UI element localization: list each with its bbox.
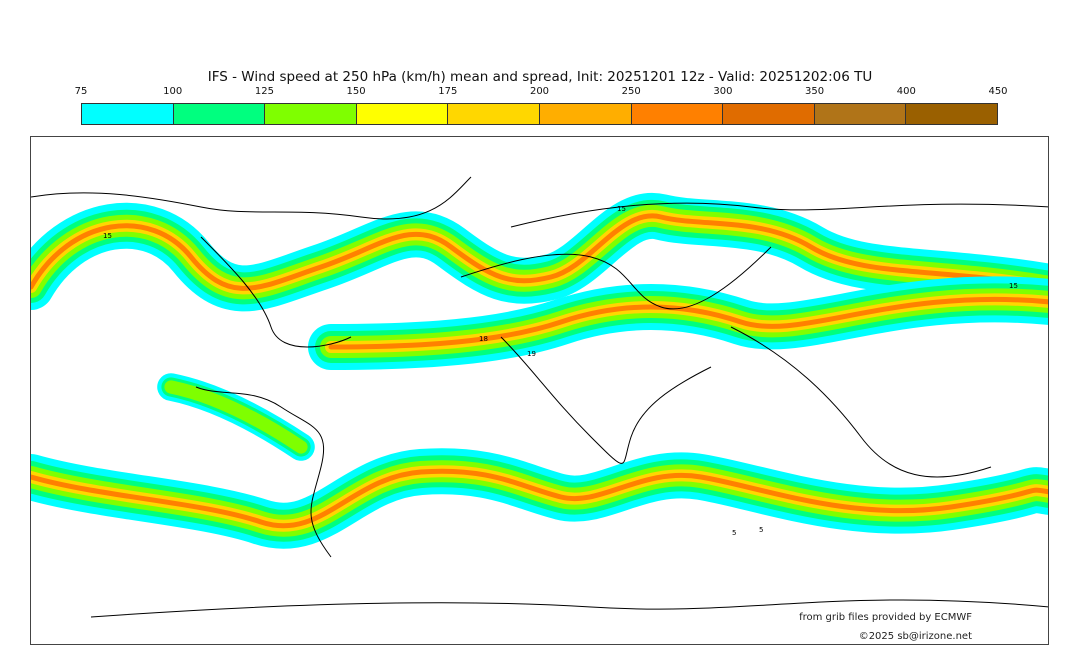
- map-canvas: 15 15 18 19 15 5 5: [31, 176, 1048, 618]
- colorbar-tick: 200: [529, 86, 550, 97]
- wind-speed-map: 15 15 18 19 15 5 5: [30, 136, 1049, 645]
- source-credit: from grib files provided by ECMWF: [799, 612, 972, 623]
- colorbar: [81, 103, 998, 125]
- copyright: ©2025 sb@irizone.net: [858, 631, 972, 642]
- contour-labels: 15 15 18 19 15 5 5: [103, 205, 1018, 537]
- colorbar-tick: 100: [163, 86, 183, 97]
- colorbar-tick: 125: [254, 86, 274, 97]
- colorbar-tick: 350: [805, 86, 825, 97]
- colorbar-bin: [265, 104, 357, 124]
- coastlines: [31, 176, 1048, 618]
- colorbar-tick: 175: [438, 86, 458, 97]
- colorbar-bin: [539, 104, 632, 124]
- wind-band: [328, 296, 1048, 350]
- wind-band: [31, 468, 1048, 529]
- contour-label: 5: [759, 526, 763, 534]
- colorbar-bin: [82, 104, 174, 124]
- colorbar-tick: 75: [74, 86, 88, 97]
- colorbar-tick: 400: [896, 86, 916, 97]
- map-title: IFS - Wind speed at 250 hPa (km/h) mean …: [207, 69, 873, 85]
- colorbar-tick: 150: [346, 86, 366, 97]
- colorbar-tick: 250: [621, 86, 641, 97]
- colorbar-bin: [631, 104, 724, 124]
- wind-band: [164, 380, 308, 454]
- colorbar-bin: [814, 104, 907, 124]
- colorbar-tick: 450: [988, 86, 1008, 97]
- colorbar-bin: [906, 104, 997, 124]
- colorbar-bin: [448, 104, 540, 124]
- contour-label: 15: [1009, 282, 1018, 290]
- colorbar-bin: [173, 104, 266, 124]
- contour-label: 19: [527, 350, 536, 358]
- jet-streams: [31, 193, 1048, 549]
- contour-label: 15: [617, 205, 626, 213]
- contour-label: 5: [732, 529, 736, 537]
- colorbar-tick: 300: [713, 86, 733, 97]
- colorbar-bin: [723, 104, 815, 124]
- contour-label: 18: [479, 335, 488, 343]
- colorbar-bin: [356, 104, 449, 124]
- contour-label: 15: [103, 232, 112, 240]
- wind-band: [31, 213, 1048, 291]
